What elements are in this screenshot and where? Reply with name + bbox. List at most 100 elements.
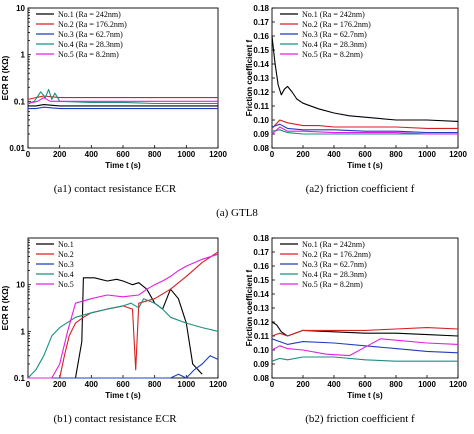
legend-entry: No.3 (Ra = 62.7nm) xyxy=(302,260,367,269)
x-tick-label: 200 xyxy=(296,380,310,389)
series-line-no4 xyxy=(27,88,218,105)
x-tick-label: 400 xyxy=(85,150,99,159)
x-tick-label: 800 xyxy=(148,150,162,159)
y-axis-label: ECR R (KΩ) xyxy=(1,285,10,330)
y-tick-label: 0.08 xyxy=(253,144,269,153)
legend-entry: No.1 (Ra = 242nm) xyxy=(302,10,365,19)
y-tick-label: 0.01 xyxy=(9,144,25,153)
legend-entry: No.4 (Ra = 28.3nm) xyxy=(302,40,367,49)
series-line-no3 xyxy=(271,338,459,354)
plot-frame-a1 xyxy=(27,7,219,149)
y-axis-label: Friction coefficient f xyxy=(245,39,254,116)
caption-a-gtl8: (a) GTL8 xyxy=(216,207,258,219)
legend-entry: No.2 xyxy=(58,250,74,259)
series-line-no2 xyxy=(27,95,218,100)
y-tick-label: 0.1 xyxy=(14,97,26,106)
x-tick-label: 200 xyxy=(53,150,67,159)
x-tick-label: 400 xyxy=(85,380,99,389)
series-line-no3 xyxy=(271,123,458,134)
y-tick-label: 0.18 xyxy=(253,234,269,243)
x-tick-label: 0 xyxy=(26,150,31,159)
series-line-no3 xyxy=(28,106,218,110)
series-line-no4 xyxy=(271,356,458,362)
x-tick-label: 600 xyxy=(358,380,372,389)
x-tick-label: 1200 xyxy=(449,380,467,389)
y-tick-label: 0.09 xyxy=(253,360,269,369)
x-tick-label: 600 xyxy=(116,380,130,389)
x-tick-label: 200 xyxy=(53,380,67,389)
y-tick-label: 0.12 xyxy=(253,318,269,327)
x-axis-label: Time t (s) xyxy=(105,161,141,170)
series-line-no2 xyxy=(28,251,219,379)
legend-entry: No.2 (Ra = 176.2nm) xyxy=(58,20,127,29)
y-tick-label: 0.12 xyxy=(253,88,269,97)
caption-a2: (a2) friction coefficient f xyxy=(306,183,415,195)
x-tick-label: 800 xyxy=(389,380,403,389)
x-tick-label: 0 xyxy=(26,380,31,389)
series-line-no3 xyxy=(28,355,219,379)
series-line-no1 xyxy=(271,35,459,122)
series-line-no5 xyxy=(28,253,219,379)
chart-a2: 0 200 400 600 800 1000 1200 0.08 0.09 0.10 0.11 0.1… xyxy=(245,4,467,170)
x-tick-label: 1000 xyxy=(177,380,195,389)
x-tick-label: 1200 xyxy=(449,150,467,159)
y-tick-label: 0.10 xyxy=(253,116,269,125)
chart-a1: 0 200 400 600 800 1000 1200 0.01 0.1 1 10 Time t (s… xyxy=(1,4,227,170)
plot-frame-b1 xyxy=(27,237,219,379)
x-tick-label: 1200 xyxy=(209,380,227,389)
series-line-no5 xyxy=(27,97,218,105)
caption-b2: (b2) friction coefficient f xyxy=(305,413,415,425)
x-tick-label: 1000 xyxy=(418,380,436,389)
series-line-no4 xyxy=(27,298,219,379)
x-tick-label: 800 xyxy=(389,150,403,159)
caption-a1: (a1) contact resistance ECR xyxy=(54,183,177,195)
legend-entry: No.4 (Ra = 28.3nm) xyxy=(302,270,367,279)
y-tick-label: 0.14 xyxy=(253,290,269,299)
y-tick-label: 10 xyxy=(16,4,25,13)
y-tick-label: 0.13 xyxy=(253,74,269,83)
legend-entry: No.4 (Ra = 28.3nm) xyxy=(58,40,123,49)
x-tick-label: 400 xyxy=(327,150,341,159)
y-tick-label: 0.10 xyxy=(253,346,269,355)
x-tick-label: 1200 xyxy=(209,150,227,159)
x-tick-label: 0 xyxy=(270,150,275,159)
y-tick-label: 0.15 xyxy=(253,276,269,285)
y-axis-label: Friction coefficient f xyxy=(245,269,254,346)
x-tick-label: 600 xyxy=(116,150,130,159)
series-line-no5 xyxy=(271,126,458,135)
legend-entry: No.3 xyxy=(58,260,74,269)
y-tick-label: 0.15 xyxy=(253,46,269,55)
y-tick-label: 0.17 xyxy=(253,18,269,27)
legend-entry: No.2 (Ra = 176.2nm) xyxy=(302,20,371,29)
y-tick-label: 1 xyxy=(21,51,26,60)
legend-entry: No.5 (Ra = 8.2nm) xyxy=(58,50,119,59)
series-line-no2 xyxy=(271,119,458,129)
y-axis-label: ECR R (KΩ) xyxy=(1,55,10,100)
x-tick-label: 0 xyxy=(270,380,275,389)
y-tick-label: 0.14 xyxy=(253,60,269,69)
y-tick-label: 0.1 xyxy=(14,374,26,383)
legend-entry: No.1 xyxy=(58,240,74,249)
x-tick-label: 600 xyxy=(358,150,372,159)
legend-entry: No.4 xyxy=(58,270,74,279)
chart-b2: 0 200 400 600 800 1000 1200 0.08 0.09 0.10 0.11 0.1… xyxy=(245,234,467,400)
legend-entry: No.3 (Ra = 62.7nm) xyxy=(58,30,123,39)
legend-entry: No.1 (Ra = 242nm) xyxy=(302,240,365,249)
y-tick-label: 0.18 xyxy=(253,4,269,13)
series-line-no1 xyxy=(28,104,218,107)
plot-frame-b2 xyxy=(271,237,459,379)
series-line-no2 xyxy=(271,327,459,337)
x-tick-label: 1000 xyxy=(177,150,195,159)
x-axis-label: Time t (s) xyxy=(105,391,141,400)
legend-entry: No.2 (Ra = 176.2nm) xyxy=(302,250,371,259)
y-tick-label: 10 xyxy=(16,281,25,290)
legend-entry: No.5 (Ra = 8.2nm) xyxy=(302,280,363,289)
series-line-no1 xyxy=(28,277,203,379)
caption-b1: (b1) contact resistance ECR xyxy=(53,413,177,425)
legend-entry: No.1 (Ra = 242nm) xyxy=(58,10,121,19)
series-line-no4 xyxy=(271,129,458,135)
x-tick-label: 800 xyxy=(148,380,162,389)
y-tick-label: 0.17 xyxy=(253,248,269,257)
x-axis-label: Time t (s) xyxy=(347,391,383,400)
